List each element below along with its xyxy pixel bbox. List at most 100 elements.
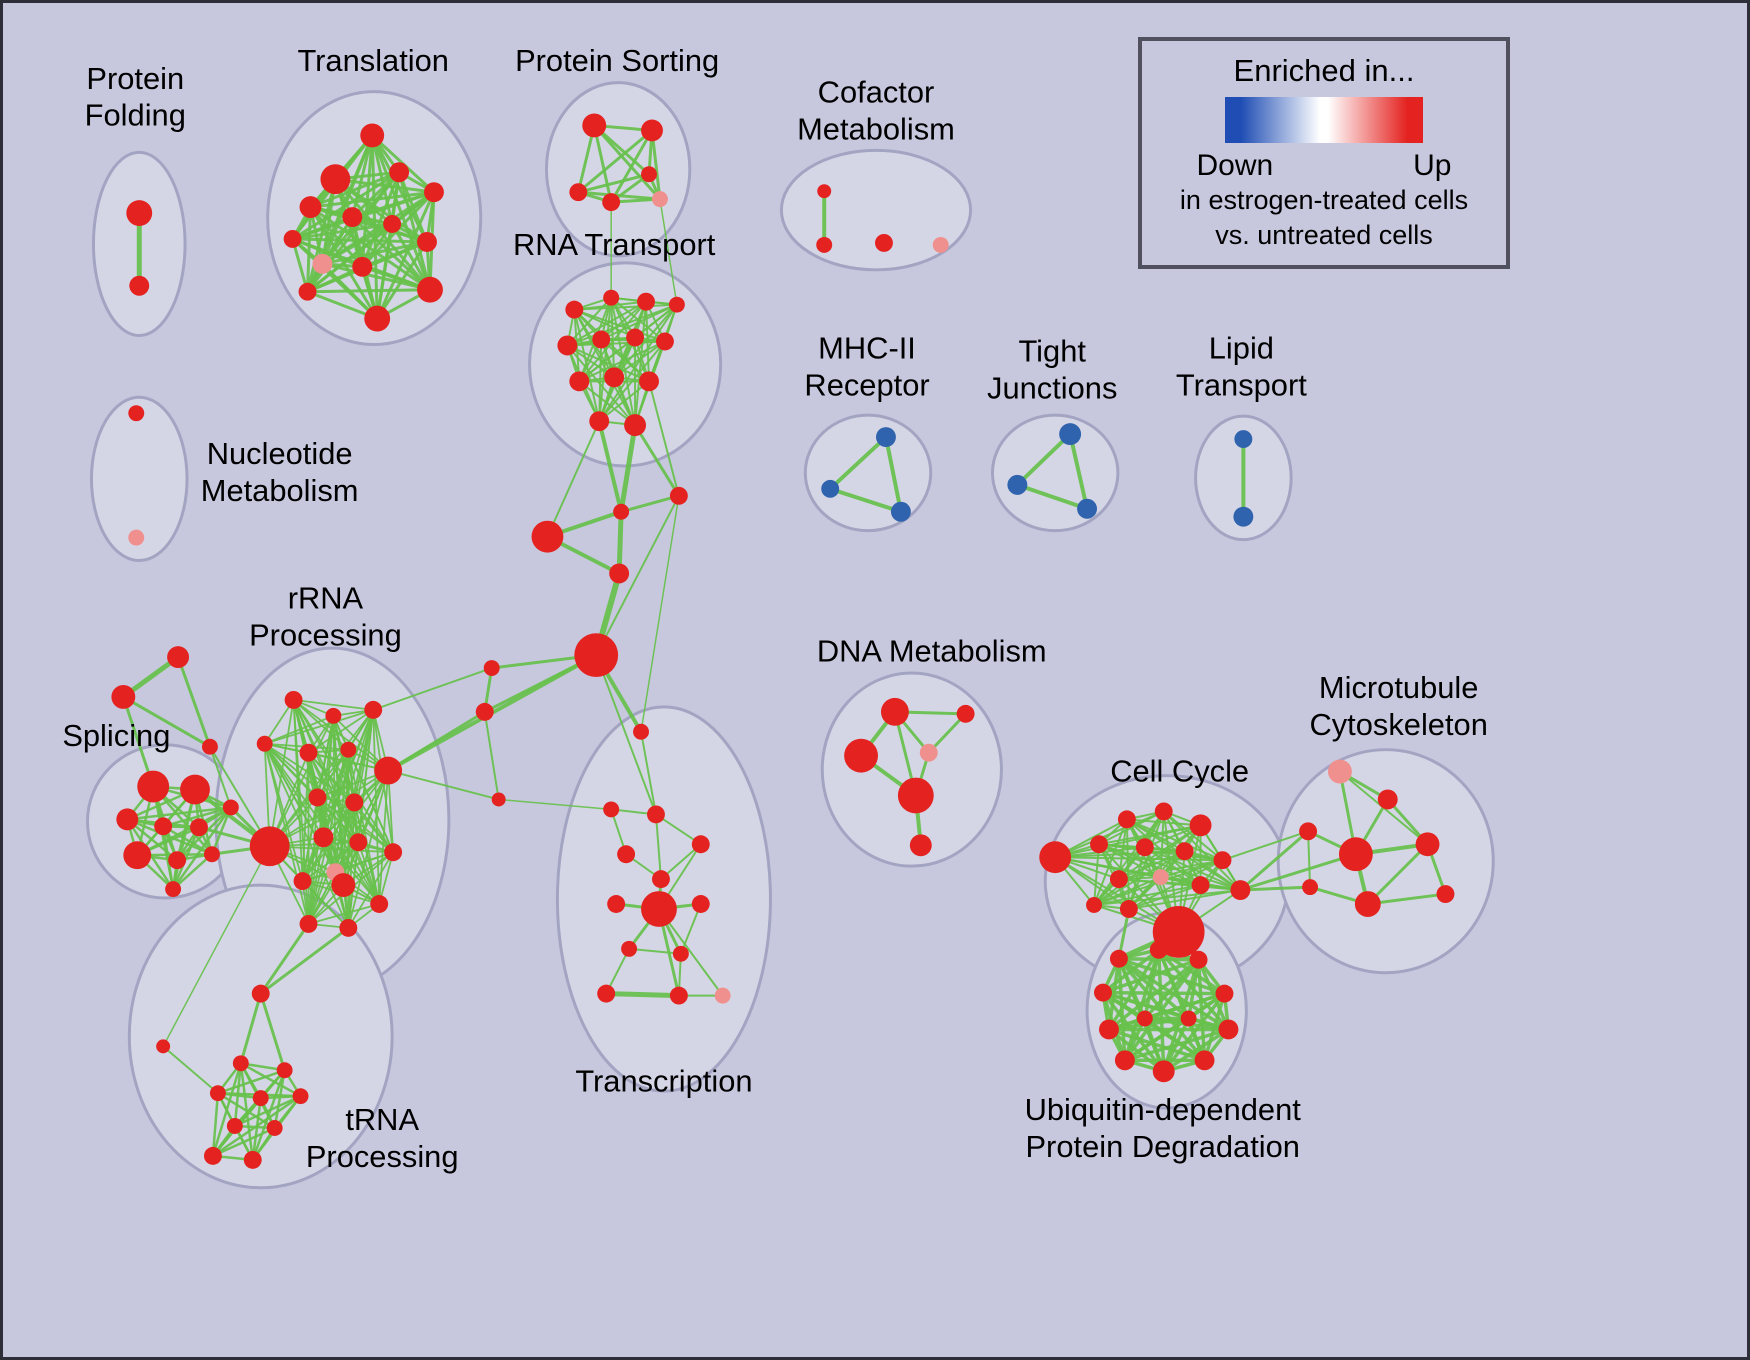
edge-microtubule-cytoskeleton	[1307, 830, 1312, 889]
edge-translation	[375, 190, 436, 321]
edge-microtubule-cytoskeleton	[1366, 842, 1430, 906]
edge-splicing	[171, 806, 233, 891]
gene-set-node-trna-processing	[252, 1090, 269, 1107]
inter-edge	[597, 419, 624, 514]
cluster-label-transcription: Transcription	[575, 1063, 752, 1098]
edge-rrna-processing	[316, 748, 350, 799]
gene-set-node-rrna-processing	[339, 918, 358, 937]
edge-trna-processing	[233, 1094, 302, 1128]
edge-ubiquitin-degradation	[1107, 1027, 1166, 1074]
gene-set-node-translation	[389, 162, 410, 183]
edge-cell-cycle	[1054, 856, 1224, 862]
gene-set-node-splicing	[123, 841, 152, 870]
inter-edge	[259, 926, 350, 996]
gene-set-node-translation	[417, 276, 443, 303]
edge-ubiquitin-degradation	[1101, 990, 1227, 996]
gene-set-node-ubiquitin-degradation	[1109, 949, 1128, 968]
cluster-label-mhc-ii-receptor: Receptor	[804, 367, 929, 402]
legend-line1: in estrogen-treated cells	[1179, 185, 1469, 215]
gene-set-node-trna-processing	[203, 1146, 222, 1165]
edge-cell-cycle	[1127, 824, 1202, 910]
cluster-label-dna-metabolism: DNA Metabolism	[817, 633, 1047, 668]
gene-set-node-connector	[251, 984, 270, 1003]
cluster-label-mhc-ii-receptor: MHC-II	[818, 331, 916, 366]
edge-rrna-processing	[263, 708, 375, 745]
gene-set-node-rrna-processing	[340, 741, 357, 758]
cluster-label-nucleotide-metabolism: Nucleotide	[207, 436, 353, 471]
gene-set-node-rna-transport	[639, 371, 659, 392]
gene-set-node-rna-transport	[668, 296, 685, 313]
gene-set-node-splicing	[137, 770, 170, 803]
edge-translation	[320, 222, 394, 266]
gene-set-node-translation	[312, 253, 333, 274]
gene-set-node-rrna-processing	[349, 833, 368, 852]
cluster-ellipse-dna-metabolism	[820, 671, 1003, 868]
gene-set-node-rrna-processing	[299, 743, 318, 762]
gene-set-node-splicing	[154, 817, 173, 836]
inter-edge	[546, 420, 601, 538]
cluster-label-trna-processing: tRNA	[345, 1102, 419, 1137]
cluster-label-ubiquitin-degradation: Protein Degradation	[1025, 1129, 1299, 1164]
gene-set-node-transcription	[607, 895, 626, 913]
gene-set-node-trna-processing	[232, 1055, 249, 1072]
gene-set-node-mhc-ii-receptor	[821, 479, 840, 498]
gene-set-node-transcription	[669, 986, 688, 1005]
gene-set-node-translation	[417, 231, 437, 252]
cluster-label-protein-sorting: Protein Sorting	[515, 43, 719, 78]
gene-set-node-rna-transport	[603, 289, 620, 306]
inter-edge	[162, 845, 271, 1048]
edge-rrna-processing	[301, 796, 319, 883]
gene-set-node-connector	[167, 646, 190, 669]
edge-rrna-processing	[353, 801, 395, 854]
gene-set-node-ubiquitin-degradation	[1194, 1050, 1215, 1071]
cluster-label-lipid-transport: Lipid	[1209, 331, 1274, 366]
edge-cell-cycle	[1143, 846, 1202, 887]
gene-set-node-rna-transport	[637, 292, 655, 311]
cluster-label-protein-folding: Folding	[85, 98, 186, 133]
gene-set-node-translation	[423, 182, 444, 203]
gene-set-node-ubiquitin-degradation	[1149, 940, 1168, 959]
edge-rrna-processing	[263, 742, 310, 925]
gene-set-node-protein-sorting	[651, 191, 668, 208]
inter-edge	[595, 654, 657, 816]
edge-cell-cycle	[1127, 889, 1242, 910]
edge-trna-processing	[216, 1069, 286, 1095]
inter-edge	[483, 710, 500, 801]
inter-edge	[208, 745, 232, 809]
gene-set-node-trna-processing	[209, 1085, 226, 1102]
edge-rrna-processing	[378, 769, 390, 905]
gene-set-node-rrna-processing	[249, 826, 290, 867]
edge-ubiquitin-degradation	[1143, 991, 1227, 1021]
gene-set-node-dna-metabolism	[897, 777, 934, 814]
gene-set-node-protein-sorting	[569, 183, 588, 202]
nodes-layer	[111, 113, 1455, 1169]
gene-set-node-cofactor-metabolism	[932, 236, 949, 253]
legend-line2: vs. untreated cells	[1215, 220, 1433, 250]
gene-set-node-cell-cycle	[1154, 802, 1173, 821]
gene-set-node-cell-cycle	[1086, 897, 1102, 913]
edge-rrna-processing	[268, 769, 390, 848]
edge-ubiquitin-degradation	[1161, 1027, 1231, 1074]
edge-transcription	[640, 730, 657, 816]
edge-rrna-processing	[263, 714, 335, 745]
edge-rrna-processing	[307, 751, 360, 844]
edge-cell-cycle	[1162, 810, 1242, 892]
edge-mhc-ii-receptor	[883, 435, 903, 514]
edge-rrna-processing	[342, 801, 356, 886]
edge-transcription	[654, 813, 662, 881]
gene-set-node-cell-cycle	[1039, 841, 1072, 874]
gene-set-node-translation	[299, 196, 322, 219]
gene-set-node-trna-processing	[243, 1150, 262, 1169]
inter-edge	[616, 509, 624, 576]
gene-set-node-dna-metabolism	[880, 697, 909, 726]
gene-set-node-translation	[283, 229, 302, 248]
edge-rna-transport	[566, 296, 613, 347]
edge-rrna-processing	[353, 801, 381, 905]
gene-set-node-transcription	[672, 945, 689, 962]
gene-set-node-transcription	[617, 845, 636, 864]
edge-rna-transport	[566, 344, 637, 427]
edge-rna-transport	[598, 296, 613, 423]
edge-rrna-processing	[316, 796, 395, 854]
